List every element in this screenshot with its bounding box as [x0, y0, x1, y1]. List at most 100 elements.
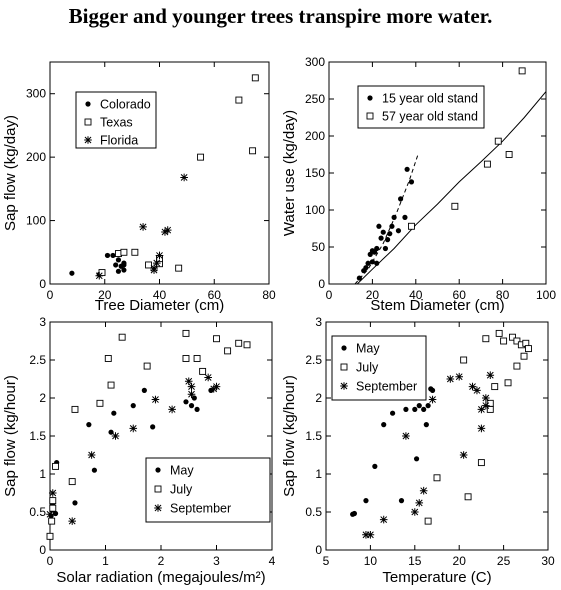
legend-marker	[155, 467, 161, 473]
data-point	[356, 275, 362, 281]
data-point	[152, 259, 161, 267]
data-point	[182, 329, 190, 337]
data-point	[141, 387, 147, 393]
data-point	[104, 252, 111, 259]
x-tick-label: 20	[366, 288, 380, 302]
data-point	[187, 390, 196, 398]
x-tick-label: 15	[408, 554, 422, 568]
data-point	[199, 367, 207, 375]
data-point	[378, 235, 384, 241]
data-point	[68, 478, 76, 486]
data-point	[91, 467, 97, 473]
y-tick-label: 100	[305, 203, 325, 217]
y-tick-label: 0.5	[29, 505, 46, 519]
chart-water-use-vs-stem-diameter: 0 20 40 60 80 100 0 50 100 150 200 250 300 Stem Diame…	[281, 55, 556, 314]
x-tick-label: 20	[453, 554, 467, 568]
legend-marker	[154, 504, 162, 512]
data-point	[415, 499, 424, 507]
y-tick-label: 200	[26, 150, 46, 164]
data-point	[235, 96, 243, 104]
data-point	[433, 474, 441, 482]
x-tick-label: 60	[453, 288, 467, 302]
data-point	[455, 372, 463, 381]
x-axis-label: Solar radiation (megajoules/m²)	[56, 569, 265, 586]
data-point	[500, 337, 508, 345]
data-point	[197, 153, 205, 161]
legend-marker	[341, 345, 347, 351]
y-tick-label: 200	[305, 129, 325, 143]
data-point	[446, 375, 455, 383]
legend-box	[145, 457, 271, 523]
y-tick-label: 0	[39, 277, 46, 291]
data-point	[477, 424, 486, 433]
data-point	[424, 517, 432, 525]
y-tick-label: 150	[305, 166, 325, 180]
data-point	[48, 517, 56, 525]
data-point	[482, 401, 490, 410]
data-point	[243, 341, 251, 349]
data-point	[251, 74, 259, 82]
legend-label: July	[356, 361, 379, 375]
data-point	[381, 422, 387, 428]
legend: May July September	[145, 457, 271, 523]
data-point	[520, 352, 528, 360]
data-point	[429, 387, 436, 393]
data-point	[404, 166, 410, 172]
y-tick-label: 3	[315, 315, 322, 329]
data-point	[351, 510, 358, 517]
y-tick-label: 2	[39, 391, 46, 405]
data-point	[423, 422, 429, 428]
data-point	[477, 405, 486, 414]
data-point	[130, 403, 136, 409]
data-point	[509, 333, 516, 341]
data-point	[151, 395, 160, 404]
data-point	[46, 532, 54, 540]
x-axis-label: Temperature (C)	[382, 569, 491, 586]
legend-marker	[366, 112, 374, 120]
legend-marker	[340, 382, 348, 390]
data-point	[182, 355, 190, 362]
data-point	[464, 493, 472, 501]
x-tick-label: 100	[536, 288, 556, 302]
data-point	[495, 329, 503, 337]
page-title: Bigger and younger trees transpire more …	[68, 4, 493, 28]
legend-marker	[85, 101, 91, 107]
legend-label: 57 year old stand	[382, 110, 478, 124]
x-tick-label: 1	[102, 554, 109, 568]
data-point	[491, 383, 499, 391]
chart-sap-flow-vs-tree-diameter: 0 20 40 60 80 0 100 200 300 Tree Diameter (cm) Sap…	[2, 61, 276, 314]
chart-sap-flow-vs-temperature: 5 10 15 20 25 30 0 0.5 1 1.5 2 2.5 3 Temperature (C) S…	[281, 315, 555, 586]
data-point	[363, 265, 369, 271]
x-axis-label: Stem Diameter (cm)	[370, 297, 504, 314]
data-point	[402, 214, 408, 220]
data-point	[235, 339, 243, 347]
y-tick-label: 3	[39, 315, 46, 329]
x-tick-label: 60	[208, 288, 222, 302]
y-tick-label: 1	[39, 467, 46, 481]
data-point	[362, 531, 370, 539]
y-tick-label: 250	[305, 92, 325, 106]
legend: 15 year old stand 57 year old stand	[357, 85, 485, 129]
data-point	[49, 504, 57, 512]
legend-marker	[367, 95, 373, 101]
data-point	[111, 410, 117, 416]
y-axis-label: Sap flow (kg/hour)	[281, 375, 298, 497]
data-point	[129, 424, 138, 433]
data-point	[113, 262, 119, 268]
data-point	[408, 179, 415, 185]
legend-label: September	[356, 380, 417, 394]
data-point	[143, 362, 151, 370]
data-point	[482, 335, 490, 343]
data-point	[425, 403, 431, 409]
data-point	[419, 486, 428, 495]
y-tick-label: 2.5	[305, 353, 322, 367]
data-point	[139, 223, 147, 231]
data-point	[212, 382, 221, 391]
x-tick-label: 20	[98, 288, 112, 302]
data-point	[68, 517, 76, 525]
data-point	[482, 394, 490, 402]
data-point	[513, 337, 521, 345]
data-point	[115, 268, 122, 274]
data-point	[49, 497, 57, 505]
